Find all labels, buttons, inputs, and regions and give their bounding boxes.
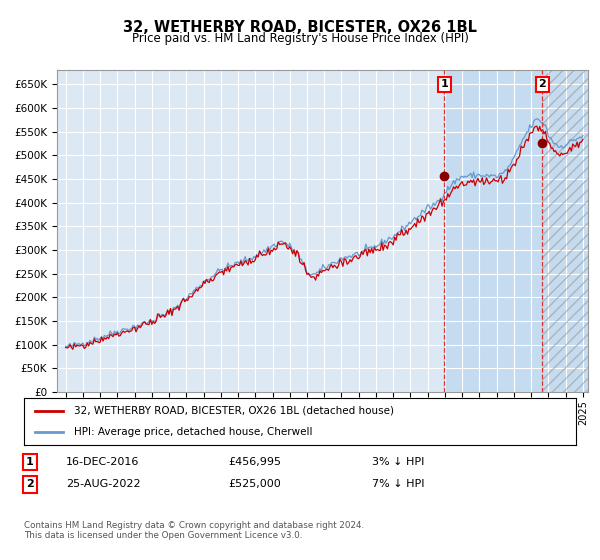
Text: £525,000: £525,000 xyxy=(228,479,281,489)
Text: 3% ↓ HPI: 3% ↓ HPI xyxy=(372,457,424,467)
Text: £456,995: £456,995 xyxy=(228,457,281,467)
Text: 32, WETHERBY ROAD, BICESTER, OX26 1BL (detached house): 32, WETHERBY ROAD, BICESTER, OX26 1BL (d… xyxy=(74,406,394,416)
Bar xyxy=(444,70,588,392)
Bar xyxy=(542,70,588,392)
Text: 2: 2 xyxy=(538,80,546,90)
Text: 1: 1 xyxy=(440,80,448,90)
Text: 7% ↓ HPI: 7% ↓ HPI xyxy=(372,479,425,489)
Text: 2: 2 xyxy=(26,479,34,489)
Text: 25-AUG-2022: 25-AUG-2022 xyxy=(66,479,140,489)
Text: 1: 1 xyxy=(26,457,34,467)
Text: Contains HM Land Registry data © Crown copyright and database right 2024.
This d: Contains HM Land Registry data © Crown c… xyxy=(24,521,364,540)
Text: Price paid vs. HM Land Registry's House Price Index (HPI): Price paid vs. HM Land Registry's House … xyxy=(131,32,469,45)
Text: HPI: Average price, detached house, Cherwell: HPI: Average price, detached house, Cher… xyxy=(74,427,312,437)
Text: 32, WETHERBY ROAD, BICESTER, OX26 1BL: 32, WETHERBY ROAD, BICESTER, OX26 1BL xyxy=(123,20,477,35)
Text: 16-DEC-2016: 16-DEC-2016 xyxy=(66,457,139,467)
